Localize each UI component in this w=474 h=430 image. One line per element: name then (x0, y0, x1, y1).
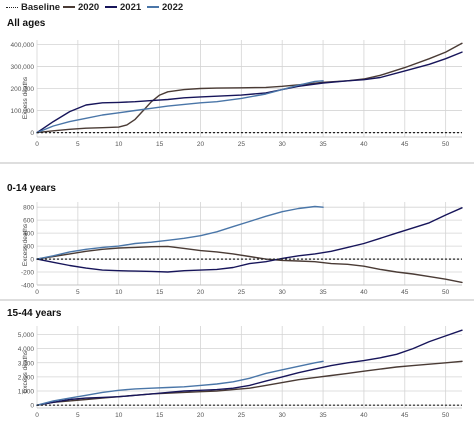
x-tick-label: 20 (197, 289, 205, 296)
y-tick-label: 100,000 (11, 108, 35, 115)
x-tick-label: 10 (115, 289, 123, 296)
x-tick-label: 0 (35, 141, 39, 148)
y-axis-label: Excess deaths (22, 223, 29, 266)
y-tick-label: 300,000 (11, 64, 35, 71)
x-tick-label: 40 (360, 412, 368, 419)
x-tick-label: 30 (279, 289, 287, 296)
series-line-2022 (36, 80, 324, 134)
series-line-2022 (36, 205, 324, 260)
x-tick-label: 40 (360, 289, 368, 296)
legend-item-2020: 2020 (63, 2, 99, 13)
y-tick-label: 0 (30, 257, 34, 264)
panel-title: All ages (7, 18, 46, 29)
x-tick-label: 15 (156, 412, 164, 419)
legend-label: Baseline (21, 2, 61, 13)
legend-label: 2022 (162, 2, 184, 13)
y-tick-label: 800 (23, 205, 34, 212)
legend-swatch (105, 6, 117, 9)
x-tick-label: 35 (319, 289, 327, 296)
legend-swatch (63, 6, 75, 9)
y-tick-label: 200,000 (11, 86, 35, 93)
x-tick-label: 25 (238, 289, 246, 296)
y-tick-label: 0 (30, 403, 34, 410)
x-tick-label: 10 (115, 412, 123, 419)
y-tick-label: 400 (23, 231, 34, 238)
x-tick-label: 5 (76, 141, 80, 148)
x-tick-label: 50 (442, 141, 450, 148)
series-line-2020 (36, 360, 463, 406)
panel-title: 0-14 years (7, 183, 56, 194)
y-tick-label: 400,000 (11, 42, 35, 49)
y-tick-label: 200 (23, 244, 34, 251)
series-line-2022 (36, 360, 324, 406)
series-line-2021 (36, 207, 463, 273)
x-tick-label: 35 (319, 412, 327, 419)
x-tick-label: 15 (156, 289, 164, 296)
legend-label: 2020 (78, 2, 100, 13)
x-tick-label: 50 (442, 289, 450, 296)
x-tick-label: 30 (279, 141, 287, 148)
x-tick-label: 45 (401, 412, 409, 419)
y-axis-label: Excess deaths (22, 350, 29, 393)
x-tick-label: 5 (76, 289, 80, 296)
y-tick-label: -200 (21, 270, 34, 277)
series-line-2020 (36, 42, 463, 134)
y-tick-label: 5,000 (18, 332, 35, 339)
y-tick-label: 0 (30, 130, 34, 137)
x-tick-label: 25 (238, 141, 246, 148)
x-tick-label: 45 (401, 141, 409, 148)
series-line-2021 (36, 51, 463, 134)
legend-label: 2021 (120, 2, 142, 13)
legend-swatch (147, 6, 159, 9)
series-line-2021 (36, 329, 463, 406)
chart-legend: Baseline 2020 2021 2022 (0, 0, 474, 18)
x-tick-label: 45 (401, 289, 409, 296)
series-line-2020 (36, 245, 463, 284)
y-tick-label: 4,000 (18, 346, 35, 353)
legend-item-baseline: Baseline (6, 2, 60, 13)
x-tick-label: 10 (115, 141, 123, 148)
x-tick-label: 5 (76, 412, 80, 419)
x-tick-label: 0 (35, 289, 39, 296)
legend-item-2021: 2021 (105, 2, 141, 13)
x-tick-label: 0 (35, 412, 39, 419)
x-tick-label: 30 (279, 412, 287, 419)
x-tick-label: 20 (197, 412, 205, 419)
x-tick-label: 50 (442, 412, 450, 419)
y-tick-label: 3,000 (18, 360, 35, 367)
y-tick-label: 2,000 (18, 374, 35, 381)
y-axis-label: Excess deaths (22, 76, 29, 119)
panel-title: 15-44 years (7, 308, 62, 319)
y-tick-label: -400 (21, 283, 34, 290)
y-tick-label: 600 (23, 218, 34, 225)
x-tick-label: 40 (360, 141, 368, 148)
x-tick-label: 20 (197, 141, 205, 148)
x-tick-label: 35 (319, 141, 327, 148)
x-tick-label: 25 (238, 412, 246, 419)
legend-swatch (6, 6, 18, 8)
legend-item-2022: 2022 (147, 2, 183, 13)
x-tick-label: 15 (156, 141, 164, 148)
y-tick-label: 1,000 (18, 389, 35, 396)
